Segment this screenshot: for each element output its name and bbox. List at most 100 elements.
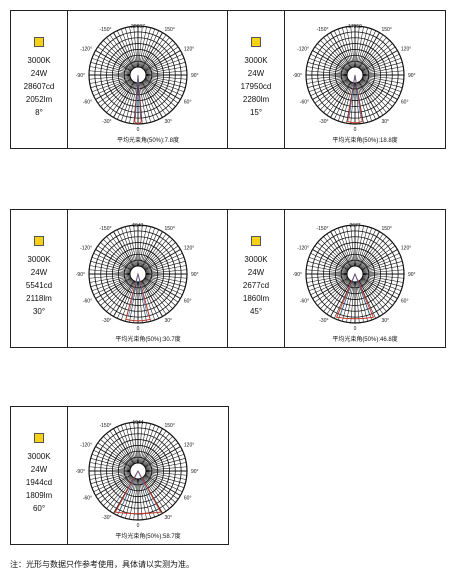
angle-tick-label: 150° xyxy=(382,226,392,232)
angle-tick-label: 90° xyxy=(191,469,199,475)
polar-spoke xyxy=(330,32,352,69)
polar-spoke xyxy=(129,478,137,520)
polar-spoke xyxy=(109,280,134,315)
polar-spoke xyxy=(129,82,137,124)
polar-spoke xyxy=(320,279,350,309)
angle-tick-label: 60° xyxy=(184,299,192,305)
polar-spoke xyxy=(125,423,137,464)
polar-spoke xyxy=(358,281,376,319)
polar-spoke xyxy=(141,81,163,118)
polar-spoke xyxy=(310,78,348,96)
polar-spoke xyxy=(133,422,138,464)
polar-spoke xyxy=(317,79,350,107)
polar-spoke xyxy=(334,229,352,267)
polar-spoke xyxy=(125,226,137,267)
polar-spoke xyxy=(362,276,402,292)
polar-spoke xyxy=(141,426,159,464)
polar-spoke xyxy=(106,433,134,466)
beam-distribution-curve xyxy=(114,469,162,515)
polar-spoke xyxy=(320,80,350,110)
polar-spoke xyxy=(91,77,131,93)
polar-spoke xyxy=(350,225,355,267)
polar-spoke xyxy=(317,278,350,306)
polar-spoke xyxy=(138,422,143,464)
polar-spoke xyxy=(356,225,364,267)
polar-spoke xyxy=(145,274,187,279)
polar-spoke xyxy=(323,80,351,113)
average-beam-angle-caption: 平均光束角(50%):46.8度 xyxy=(332,337,398,343)
polar-spoke xyxy=(142,37,170,70)
angle-tick-label: 150° xyxy=(165,226,175,232)
polar-spoke xyxy=(337,28,353,68)
beam-distribution-curve xyxy=(134,74,142,124)
polar-spoke xyxy=(337,227,353,267)
angle-tick-label: 120° xyxy=(184,47,194,53)
polar-spoke xyxy=(358,231,380,268)
intensity-label: 17950cd xyxy=(240,82,272,91)
polar-spoke xyxy=(362,76,404,84)
polar-spoke xyxy=(145,269,187,274)
polar-spoke xyxy=(326,34,351,69)
polar-spoke xyxy=(362,274,404,279)
polar-spoke xyxy=(142,80,170,113)
polar-spoke xyxy=(334,82,352,120)
angle-tick-label: 60° xyxy=(184,100,192,106)
beam-angle-label: 45° xyxy=(249,307,263,316)
polar-spoke xyxy=(139,226,151,267)
beam-half-intensity-curve xyxy=(348,74,362,118)
polar-spoke xyxy=(362,77,402,93)
polar-spoke xyxy=(143,40,173,70)
cct-label: 3000K xyxy=(244,56,268,65)
polar-spoke xyxy=(141,32,163,69)
polar-spoke xyxy=(142,477,167,512)
polar-spoke xyxy=(95,78,132,100)
polar-spoke xyxy=(91,256,131,272)
polar-spoke xyxy=(106,80,134,113)
polar-spoke xyxy=(360,239,390,269)
polar-spoke xyxy=(140,227,156,267)
polar-spoke xyxy=(308,77,348,93)
polar-spoke xyxy=(89,471,131,476)
polar-spoke xyxy=(362,277,400,295)
color-swatch xyxy=(34,433,44,443)
polar-spoke xyxy=(93,78,131,96)
spec-panel: 3000K 24W 28607cd 2052lm 8° xyxy=(11,11,68,148)
polar-spoke xyxy=(312,78,349,100)
polar-spoke xyxy=(306,76,348,84)
color-swatch xyxy=(251,37,261,47)
polar-spoke xyxy=(109,430,134,465)
polar-spoke xyxy=(120,82,136,122)
polar-spoke xyxy=(362,54,400,72)
polar-spoke xyxy=(330,280,352,317)
cct-label: 3000K xyxy=(27,255,51,264)
color-swatch xyxy=(34,236,44,246)
angle-tick-label: -60° xyxy=(300,100,309,106)
polar-spoke xyxy=(139,27,151,68)
polar-spoke xyxy=(145,253,183,271)
polar-spoke xyxy=(360,279,390,309)
polar-spoke xyxy=(358,229,376,267)
polar-spoke xyxy=(356,26,364,68)
polar-spoke xyxy=(145,261,186,273)
polar-distribution-chart: -150° 150° -120° 120° -90° 90° -60° 60° -30° 30° 0… xyxy=(76,24,199,133)
angle-tick-label: -120° xyxy=(297,246,309,252)
polar-spoke xyxy=(139,82,151,123)
polar-spoke xyxy=(142,280,167,315)
polar-spoke xyxy=(144,245,179,270)
polar-spoke xyxy=(342,82,354,123)
intensity-label: 5541cd xyxy=(25,281,53,290)
polar-spoke xyxy=(90,76,131,88)
polar-spoke xyxy=(357,82,373,122)
polar-spoke xyxy=(144,46,179,71)
polar-spoke xyxy=(90,472,131,484)
flux-label: 2052lm xyxy=(25,95,53,104)
polar-spoke xyxy=(314,46,349,71)
polar-spoke xyxy=(141,428,163,465)
color-swatch xyxy=(34,37,44,47)
polar-spoke xyxy=(117,82,135,120)
polar-spoke xyxy=(139,478,147,520)
polar-spoke xyxy=(361,278,396,303)
polar-spoke xyxy=(91,473,131,489)
polar-spoke xyxy=(362,261,403,273)
polar-spoke xyxy=(330,81,352,118)
